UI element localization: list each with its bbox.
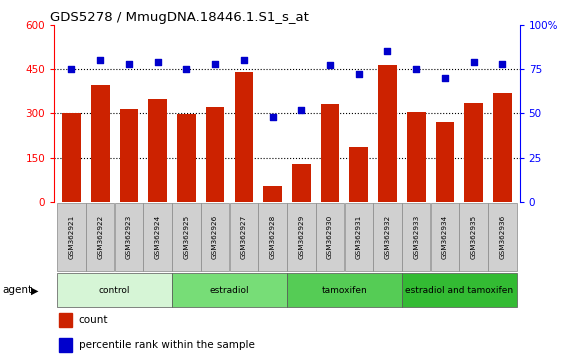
Bar xyxy=(59,313,72,327)
FancyBboxPatch shape xyxy=(344,203,373,271)
Text: tamoxifen: tamoxifen xyxy=(321,286,367,295)
Point xyxy=(67,66,76,72)
Text: agent: agent xyxy=(3,285,33,295)
FancyBboxPatch shape xyxy=(201,203,230,271)
Bar xyxy=(292,164,311,202)
FancyBboxPatch shape xyxy=(431,203,459,271)
Text: GSM362936: GSM362936 xyxy=(500,215,505,259)
Point xyxy=(469,59,478,65)
Bar xyxy=(263,185,282,202)
Text: count: count xyxy=(79,315,108,325)
Point xyxy=(153,59,162,65)
Point xyxy=(354,72,363,77)
Bar xyxy=(62,113,81,202)
Text: control: control xyxy=(99,286,130,295)
Bar xyxy=(321,104,339,202)
Point xyxy=(325,63,335,68)
Text: GSM362934: GSM362934 xyxy=(442,215,448,259)
Text: percentile rank within the sample: percentile rank within the sample xyxy=(79,339,255,350)
Text: ▶: ▶ xyxy=(31,285,39,295)
FancyBboxPatch shape xyxy=(373,203,401,271)
Text: GSM362921: GSM362921 xyxy=(69,215,74,259)
FancyBboxPatch shape xyxy=(57,203,86,271)
Bar xyxy=(59,338,72,352)
FancyBboxPatch shape xyxy=(57,273,172,307)
Point xyxy=(498,61,507,67)
FancyBboxPatch shape xyxy=(258,203,287,271)
FancyBboxPatch shape xyxy=(460,203,488,271)
Text: GSM362931: GSM362931 xyxy=(356,215,362,259)
Text: GSM362922: GSM362922 xyxy=(97,215,103,259)
Point xyxy=(182,66,191,72)
Point xyxy=(440,75,449,81)
FancyBboxPatch shape xyxy=(172,273,287,307)
Point xyxy=(95,57,104,63)
Text: GSM362924: GSM362924 xyxy=(155,215,160,259)
Text: estradiol and tamoxifen: estradiol and tamoxifen xyxy=(405,286,513,295)
Text: GSM362925: GSM362925 xyxy=(183,215,190,259)
Bar xyxy=(119,109,138,202)
FancyBboxPatch shape xyxy=(230,203,258,271)
Point xyxy=(239,57,248,63)
Text: GSM362935: GSM362935 xyxy=(471,215,477,259)
Text: GSM362926: GSM362926 xyxy=(212,215,218,259)
FancyBboxPatch shape xyxy=(402,273,517,307)
FancyBboxPatch shape xyxy=(143,203,172,271)
Text: GSM362929: GSM362929 xyxy=(298,215,304,259)
Bar xyxy=(378,65,397,202)
FancyBboxPatch shape xyxy=(402,203,431,271)
Bar xyxy=(464,103,483,202)
Text: GSM362923: GSM362923 xyxy=(126,215,132,259)
Bar xyxy=(493,93,512,202)
Text: GDS5278 / MmugDNA.18446.1.S1_s_at: GDS5278 / MmugDNA.18446.1.S1_s_at xyxy=(50,11,308,24)
FancyBboxPatch shape xyxy=(287,273,402,307)
Bar xyxy=(148,98,167,202)
FancyBboxPatch shape xyxy=(115,203,143,271)
Point xyxy=(412,66,421,72)
Text: GSM362930: GSM362930 xyxy=(327,215,333,259)
Point xyxy=(268,114,277,120)
Bar xyxy=(349,147,368,202)
Point xyxy=(383,48,392,54)
Text: GSM362927: GSM362927 xyxy=(241,215,247,259)
Bar xyxy=(407,112,425,202)
Point xyxy=(297,107,306,113)
FancyBboxPatch shape xyxy=(316,203,344,271)
Text: GSM362933: GSM362933 xyxy=(413,215,419,259)
Bar xyxy=(177,114,196,202)
Bar xyxy=(235,72,253,202)
Point xyxy=(124,61,134,67)
FancyBboxPatch shape xyxy=(86,203,114,271)
Bar xyxy=(436,122,455,202)
FancyBboxPatch shape xyxy=(488,203,517,271)
FancyBboxPatch shape xyxy=(287,203,316,271)
Bar xyxy=(91,85,110,202)
Point xyxy=(211,61,220,67)
Text: GSM362932: GSM362932 xyxy=(384,215,391,259)
Text: GSM362928: GSM362928 xyxy=(270,215,276,259)
FancyBboxPatch shape xyxy=(172,203,200,271)
Text: estradiol: estradiol xyxy=(210,286,250,295)
Bar xyxy=(206,107,224,202)
